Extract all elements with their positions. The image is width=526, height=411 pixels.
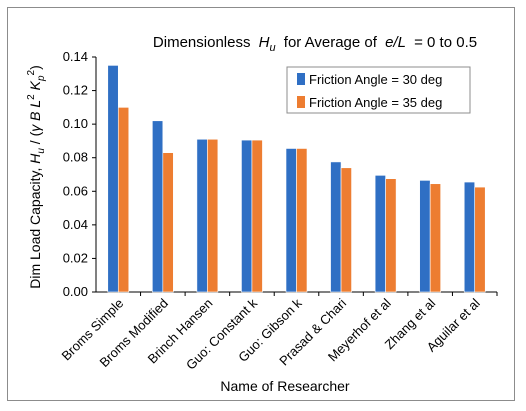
y-tick-label: 0.00: [63, 284, 88, 299]
y-tick-label: 0.08: [63, 150, 88, 165]
bar-phi35: [207, 138, 219, 293]
legend-box: [286, 66, 471, 114]
bar-phi30: [374, 175, 386, 293]
bar-phi30: [107, 65, 119, 293]
y-tick-label: 0.10: [63, 116, 88, 131]
legend-label-35: Friction Angle = 35 deg: [309, 95, 442, 110]
bar-phi35: [296, 148, 308, 293]
legend-label-30: Friction Angle = 30 deg: [309, 72, 442, 87]
bar-phi30: [285, 148, 297, 293]
y-tick-label: 0.12: [63, 83, 88, 98]
chart-title: Dimensionless Hu for Average of e/L = 0 …: [153, 34, 477, 55]
bar-phi30: [419, 180, 431, 293]
bar-phi35: [162, 152, 174, 293]
y-tick-label: 0.06: [63, 183, 88, 198]
y-axis-label: Dim Load Capacity, Hu / (γ B L2 Kp2): [26, 65, 47, 289]
bar-phi30: [196, 138, 208, 293]
legend: Friction Angle = 30 deg Friction Angle =…: [286, 66, 471, 114]
bar-phi35: [429, 183, 441, 293]
bar-phi30: [330, 161, 342, 293]
bar-phi35: [474, 186, 486, 293]
legend-swatch-30: [297, 73, 305, 85]
bar-phi35: [117, 107, 130, 293]
bar-phi35: [251, 139, 263, 293]
bar-phi30: [152, 120, 164, 293]
y-tick-label: 0.04: [63, 217, 88, 232]
y-tick-label: 0.02: [63, 250, 88, 265]
bar-phi35: [385, 178, 397, 293]
bar-phi30: [463, 181, 476, 293]
bar-phi30: [241, 139, 253, 293]
legend-swatch-35: [297, 96, 305, 108]
y-axis-title: Dim Load Capacity, Hu / (γ B L2 Kp2): [26, 65, 47, 289]
y-tick-label: 0.14: [63, 49, 88, 64]
bar-phi35: [340, 167, 352, 293]
x-axis-label: Name of Researcher: [220, 378, 350, 394]
